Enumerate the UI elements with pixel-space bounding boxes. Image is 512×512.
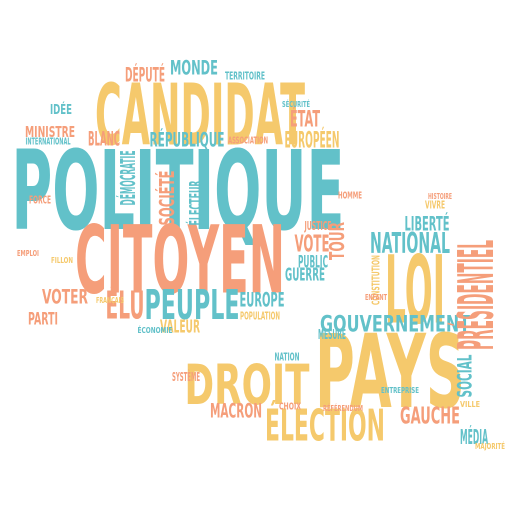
word: POPULATION <box>240 310 280 323</box>
word: EUROPÉEN <box>285 128 340 154</box>
word: TERRITOIRE <box>225 70 265 83</box>
word: CITOYEN <box>75 206 285 315</box>
word: NATION <box>275 351 300 364</box>
word: VOTER <box>42 286 88 309</box>
word: IDÉE <box>50 101 72 118</box>
word: MINISTRE <box>25 123 75 141</box>
word: FORCE <box>29 194 51 207</box>
word: SOCIÉTÉ <box>154 171 179 226</box>
word: ENTREPRISE <box>381 385 419 395</box>
word: HOMME <box>338 191 362 202</box>
word: GAUCHE <box>400 403 460 430</box>
word: ÉCONOMIE <box>138 324 173 335</box>
word: ÉLECTION <box>265 399 385 452</box>
word: GOUVERNEMENT <box>320 313 470 338</box>
word: EUROPE <box>240 289 285 312</box>
word: DÉPUTÉ <box>125 64 165 87</box>
word: SYSTÈME <box>172 369 200 384</box>
word: DROIT <box>185 353 310 417</box>
word: PUBLIC <box>298 253 328 272</box>
word: VALEUR <box>160 317 200 338</box>
word: ÉLECTEUR <box>187 180 206 225</box>
word: JUSTICE <box>304 219 332 233</box>
word: PEUPLE <box>145 281 240 329</box>
word: NATIONAL <box>370 226 450 260</box>
word: CANDIDAT <box>95 67 305 166</box>
word: VILLE <box>460 399 480 409</box>
word: RÉFÉRENDUM <box>323 402 363 413</box>
word: LIBERTÉ <box>405 213 450 236</box>
word: SÉCURITÉ <box>282 98 310 109</box>
word: ENFANT <box>365 292 387 302</box>
word: FRANÇAIS <box>96 295 124 305</box>
word: MAJORITÉ <box>475 440 505 451</box>
word: PARTI <box>28 310 58 329</box>
word: ASSOCIATION <box>228 136 268 147</box>
word: MESURE <box>318 327 346 343</box>
word: TOUR <box>325 222 349 260</box>
word: VOTE <box>295 231 330 258</box>
word: EMPLOI <box>17 248 39 258</box>
word: DÉMOCRATIE <box>115 151 140 206</box>
word: POLITIQUE <box>12 127 345 255</box>
word: INTERNATIONAL <box>26 137 71 148</box>
word: HISTOIRE <box>428 191 452 201</box>
word: PRÉSIDENTIEL <box>446 240 505 350</box>
word: MONDE <box>170 57 218 80</box>
word: SOCIAL <box>454 355 477 398</box>
word: LOI <box>385 236 445 345</box>
word: FILLON <box>51 255 73 265</box>
word: PAYS <box>315 313 465 431</box>
word: ÉLU <box>106 282 145 329</box>
word: VIVRE <box>425 199 445 212</box>
word: CHOIX <box>279 402 301 413</box>
word: MACRON <box>210 400 262 423</box>
word: CONSTITUTION <box>370 255 383 305</box>
word: ÉTAT <box>290 107 320 133</box>
word: MÉDIA <box>460 424 488 449</box>
word: GUERRE <box>285 265 325 286</box>
word: BLANC <box>88 128 120 151</box>
word: RÉPUBLIQUE <box>150 129 225 152</box>
